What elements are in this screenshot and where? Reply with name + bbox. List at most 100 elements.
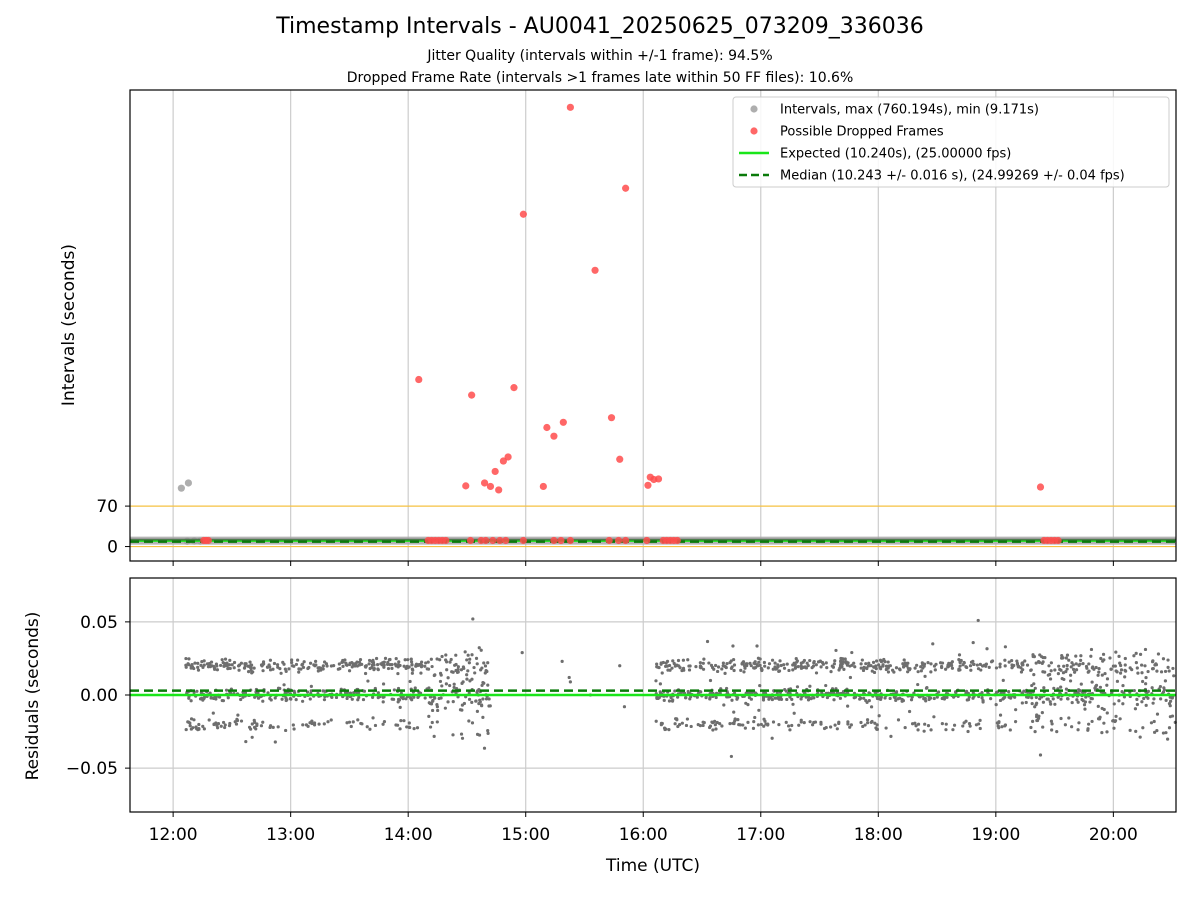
residual-point (284, 728, 288, 733)
residual-point (680, 721, 684, 725)
residual-point (314, 659, 318, 664)
residuals-y-tick-label: −0.05 (66, 759, 118, 779)
residual-point (232, 660, 237, 665)
dropped-frame-point (499, 457, 507, 465)
residual-point (779, 697, 784, 701)
residual-point (385, 662, 390, 666)
residual-point (189, 727, 193, 731)
dropped-frame-point (504, 453, 512, 461)
intervals-frame (129, 89, 1177, 562)
residual-point (325, 664, 329, 668)
residual-point (1003, 724, 1007, 728)
residual-point (724, 686, 729, 691)
residual-point (762, 724, 766, 728)
residual-point (1015, 661, 1019, 665)
residual-point (1158, 684, 1163, 689)
residual-point (777, 669, 782, 673)
residual-point (398, 705, 402, 709)
residual-point (199, 663, 203, 667)
time-x-tick-label: 15:00 (501, 825, 550, 845)
residual-point (440, 684, 444, 688)
dropped-frame-point (495, 486, 503, 494)
residual-point (381, 722, 385, 726)
residual-point (829, 725, 833, 729)
residual-point (929, 670, 933, 674)
residual-point (297, 667, 301, 671)
residual-point (971, 640, 975, 645)
residual-point (353, 664, 357, 668)
legend-label-0: Intervals, max (760.194s), min (9.171s) (780, 103, 1039, 118)
residual-point (237, 668, 241, 672)
dropped-frame-point (496, 536, 504, 545)
residual-point (227, 724, 232, 728)
dropped-frame-point (415, 375, 423, 384)
residual-point (713, 723, 717, 727)
residual-point (215, 664, 219, 668)
residual-point (862, 696, 866, 700)
residual-point (811, 664, 816, 668)
residual-point (859, 720, 863, 725)
residual-point (294, 662, 299, 667)
residual-point (271, 725, 275, 729)
residual-point (782, 663, 786, 667)
residual-point (435, 705, 439, 709)
residual-point (484, 697, 489, 701)
legend-box (732, 96, 1170, 188)
residual-point (348, 662, 352, 667)
residual-point (869, 705, 874, 709)
residual-point (1037, 660, 1042, 665)
residual-point (462, 666, 466, 671)
residual-point (968, 724, 972, 728)
residual-point (767, 697, 771, 701)
residual-point (428, 725, 433, 729)
residual-point (481, 680, 485, 685)
residual-point (752, 720, 756, 724)
residual-point (209, 696, 213, 700)
residual-point (759, 722, 763, 727)
residual-point (808, 658, 812, 663)
residual-point (1009, 696, 1013, 700)
residual-point (1123, 663, 1127, 667)
residual-point (720, 667, 724, 671)
residual-point (472, 665, 476, 670)
residual-point (989, 696, 993, 701)
residual-point (775, 691, 779, 695)
residual-point (767, 662, 772, 666)
residual-point (273, 696, 277, 700)
residual-point (1105, 730, 1109, 734)
residual-point (1155, 712, 1160, 716)
residual-point (402, 664, 406, 668)
residual-point (812, 720, 816, 725)
residual-point (867, 699, 871, 703)
residual-point (365, 725, 369, 729)
residual-point (202, 727, 206, 731)
residual-point (924, 686, 929, 690)
residual-point (818, 659, 822, 663)
residual-point (1040, 661, 1044, 665)
residual-point (194, 725, 198, 729)
residual-point (1030, 696, 1034, 700)
residual-point (670, 666, 674, 670)
residual-point (806, 698, 811, 702)
residual-point (192, 718, 196, 722)
residual-point (676, 724, 680, 729)
residual-point (1081, 661, 1085, 666)
residual-point (1059, 685, 1063, 689)
residual-point (931, 642, 935, 646)
intervals-y-tick-label: 0 (107, 538, 118, 558)
chart-title: Timestamp Intervals - AU0041_20250625_07… (276, 14, 924, 39)
residual-point (1117, 699, 1121, 703)
residual-point (1099, 656, 1103, 661)
residuals-panel: −0.05 0.00 0.05 12:00 13:00 14:00 15:00 16:00 17… (66, 577, 1177, 845)
residual-point (1049, 719, 1054, 723)
residual-point (874, 726, 878, 730)
residual-point (411, 668, 415, 672)
dropped-frame-point (614, 536, 623, 545)
residual-point (1118, 661, 1122, 665)
residual-point (1152, 697, 1156, 701)
residual-point (1094, 665, 1098, 670)
residual-point (964, 665, 968, 669)
residual-point (1052, 686, 1056, 690)
residual-point (345, 696, 349, 701)
residual-point (373, 723, 378, 728)
